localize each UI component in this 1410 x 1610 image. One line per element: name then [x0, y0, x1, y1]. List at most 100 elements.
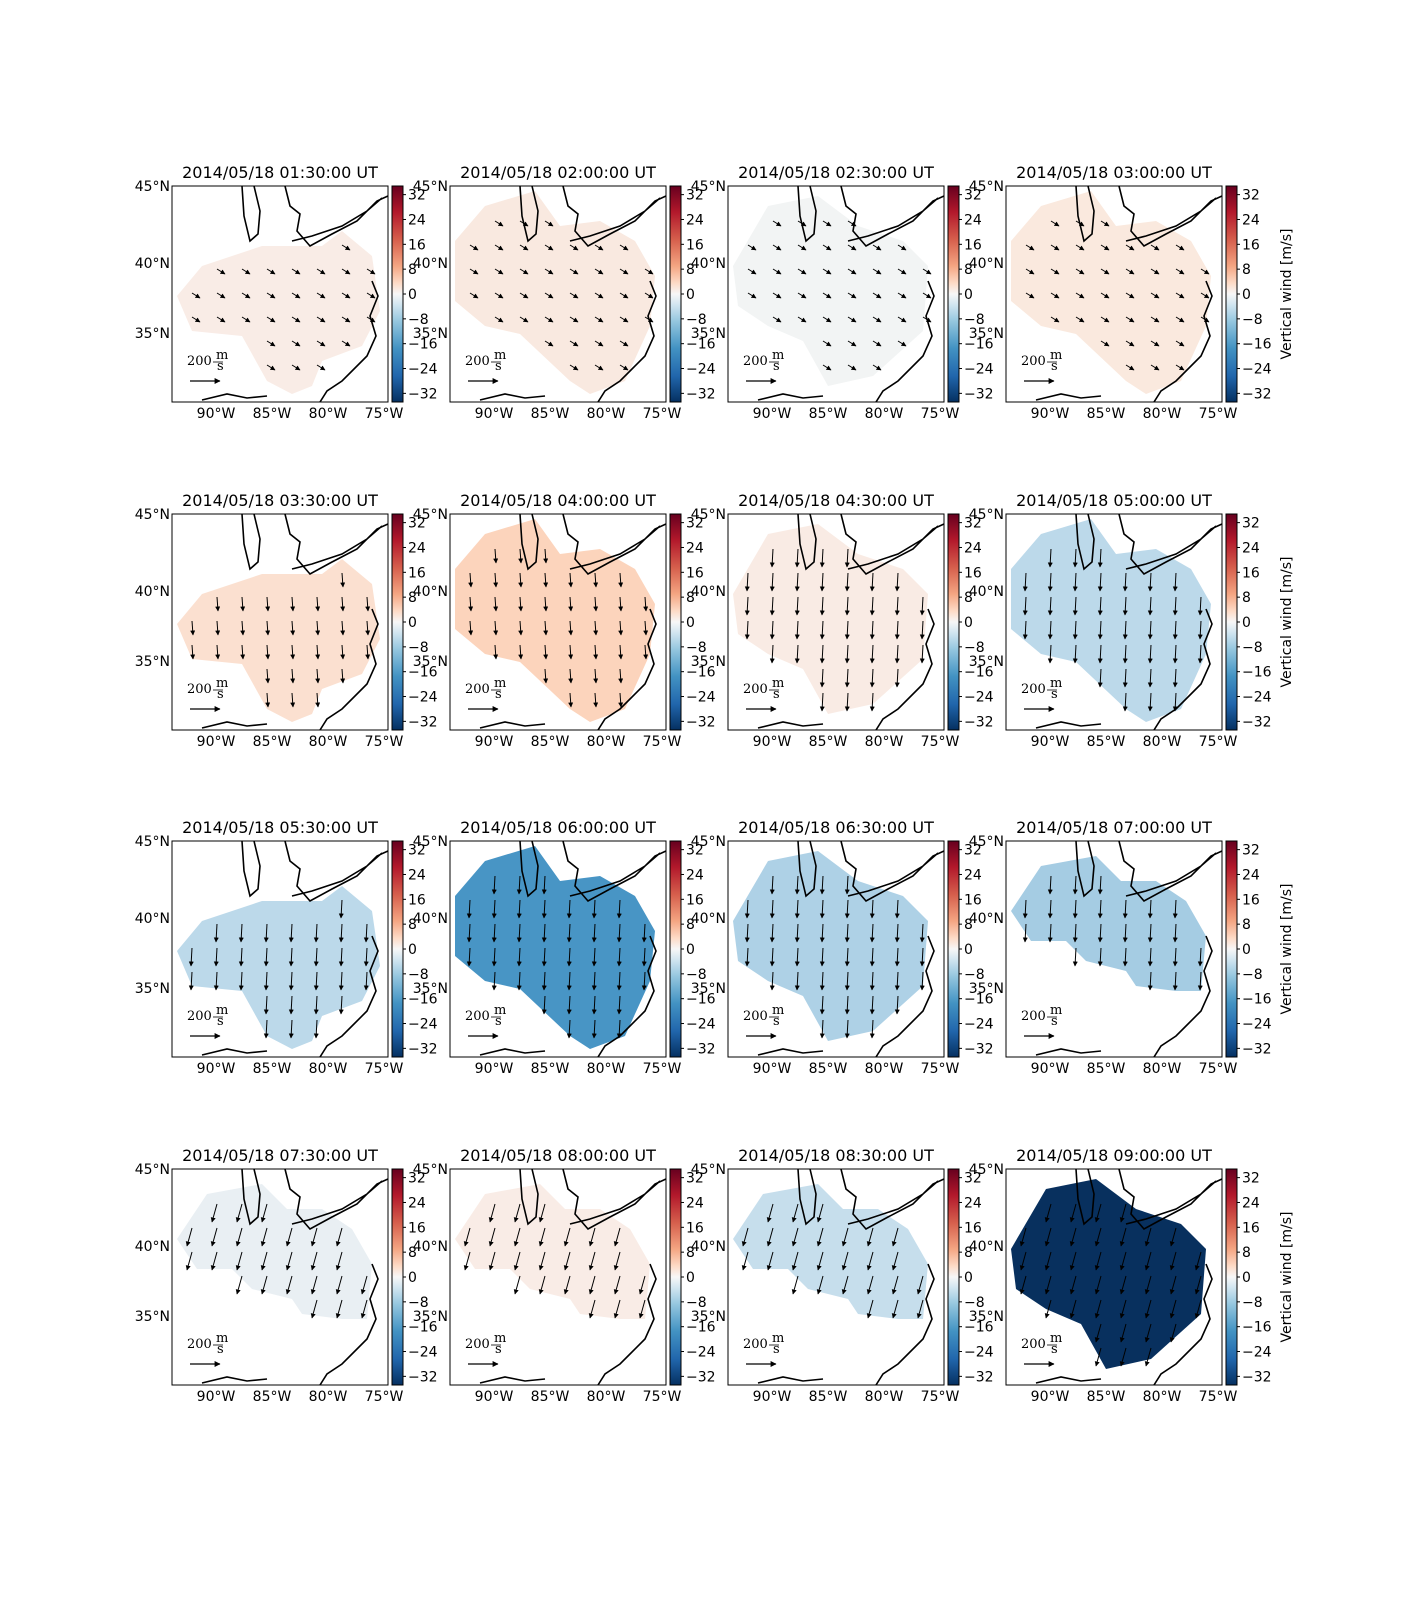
wind-vector: [265, 644, 271, 660]
wind-vector: [290, 692, 296, 708]
wind-vector: [260, 1275, 268, 1295]
wind-vector: [866, 1251, 874, 1271]
wind-vector: [643, 644, 649, 660]
wind-vector: [1100, 292, 1110, 299]
latitude-label: 35°N: [969, 1309, 1004, 1325]
wind-field-region: [733, 851, 928, 1041]
scale-unit-denominator: s: [495, 1014, 502, 1029]
wind-vector: [922, 316, 932, 323]
wind-vector: [766, 1251, 774, 1271]
colorbar-tick-label: 16: [964, 1220, 982, 1236]
wind-vector: [513, 1251, 521, 1271]
wind-vector: [841, 1251, 849, 1271]
longitude-label: 75°W: [1199, 406, 1238, 422]
latitude-label: 35°N: [135, 981, 170, 997]
wind-vector: [822, 268, 832, 275]
wind-vector: [618, 692, 624, 708]
wind-vector: [1125, 244, 1135, 251]
wind-vector: [894, 923, 900, 943]
map-panel: 2014/05/18 05:30:00 UT 200 ms 45°N 40°N 35°N 9…: [135, 818, 438, 1077]
wind-vector: [794, 644, 800, 664]
colorbar: 32 24 16 8 0 −8 −16 −24 −32: [391, 840, 438, 1058]
latitude-label: 35°N: [413, 654, 448, 670]
colorbar-tick-label: 8: [408, 590, 417, 606]
wind-vector: [360, 1275, 368, 1295]
longitude-label: 80°W: [1143, 734, 1182, 750]
colorbar-tick-label: −32: [1242, 386, 1272, 402]
panel-title: 2014/05/18 06:30:00 UT: [738, 818, 934, 837]
wind-vector: [235, 1227, 243, 1247]
colorbar-tick-label: −24: [408, 1017, 438, 1033]
map-frame: [449, 185, 667, 403]
wind-vector: [844, 668, 850, 688]
wind-vector: [518, 644, 524, 660]
wind-vector: [543, 644, 549, 660]
wind-vector: [916, 1299, 924, 1319]
wind-vector: [588, 1275, 596, 1295]
wind-vector: [643, 620, 649, 636]
latitude-label: 45°N: [135, 834, 170, 850]
wind-vector: [1200, 292, 1210, 299]
colorbar-tick-label: −8: [686, 640, 707, 656]
wind-vector: [491, 875, 497, 895]
wind-vector: [518, 572, 524, 588]
wind-vector: [216, 268, 226, 275]
colorbar-tick-label: 24: [408, 540, 426, 556]
map-panel: 2014/05/18 04:00:00 UT 200 ms 45°N 40°N 35°N 9…: [413, 491, 716, 750]
colorbar-tick-label: 24: [408, 867, 426, 883]
colorbar-tick-label: 16: [686, 892, 704, 908]
longitude-label: 85°W: [1087, 406, 1126, 422]
wind-vector: [1169, 1299, 1177, 1319]
colorbar-tick-label: −24: [964, 362, 994, 378]
colorbar-tick-label: 0: [1242, 615, 1251, 631]
wind-vector: [1072, 875, 1078, 895]
colorbar-tick-label: −8: [964, 312, 985, 328]
wind-vector: [519, 244, 529, 251]
scale-unit-denominator: s: [1051, 1014, 1058, 1029]
wind-vector: [494, 244, 504, 251]
map-frame: [449, 513, 667, 731]
wind-vector: [513, 1227, 521, 1247]
wind-vector: [618, 668, 624, 684]
wind-vector: [316, 364, 326, 371]
colorbar-tick-label: 16: [1242, 892, 1260, 908]
wind-vector: [1125, 340, 1135, 347]
wind-vector: [1147, 947, 1153, 967]
scale-unit-denominator: s: [495, 359, 502, 374]
wind-field-region: [1011, 191, 1211, 394]
map-panel: 2014/05/18 03:00:00 UT 200 ms 45°N 40°N 35°N 9…: [969, 163, 1295, 422]
wind-vector: [847, 292, 857, 299]
wind-vector: [1072, 572, 1078, 592]
longitude-label: 75°W: [1199, 1389, 1238, 1405]
wind-vector: [288, 1019, 294, 1039]
coastline: [201, 514, 388, 730]
wind-vector: [769, 875, 775, 895]
wind-vector: [593, 644, 599, 660]
longitude-label: 85°W: [253, 406, 292, 422]
wind-vector: [1072, 899, 1078, 919]
wind-vector: [1044, 1275, 1052, 1295]
wind-vector: [1169, 1251, 1177, 1271]
colorbar-tick-label: 8: [1242, 1245, 1251, 1261]
wind-vector: [316, 316, 326, 323]
wind-vector: [1169, 1323, 1177, 1343]
wind-vector: [466, 923, 472, 943]
coastline: [479, 186, 666, 402]
wind-vector: [791, 1203, 799, 1223]
wind-vector: [541, 995, 547, 1015]
longitude-label: 75°W: [1199, 1061, 1238, 1077]
longitude-label: 80°W: [309, 1061, 348, 1077]
colorbar-tick-label: 32: [686, 516, 704, 532]
longitude-label: 75°W: [643, 1389, 682, 1405]
wind-vector: [544, 268, 554, 275]
wind-vector: [468, 620, 474, 636]
wind-vector: [210, 1227, 218, 1247]
scale-unit-numerator: m: [216, 1331, 228, 1346]
wind-vector: [516, 923, 522, 943]
colorbar-tick-label: −16: [408, 665, 438, 681]
colorbar-tick-label: 24: [686, 540, 704, 556]
latitude-label: 35°N: [135, 1309, 170, 1325]
wind-vector: [894, 644, 900, 664]
colorbar-tick-label: 16: [408, 565, 426, 581]
wind-vector: [541, 899, 547, 919]
